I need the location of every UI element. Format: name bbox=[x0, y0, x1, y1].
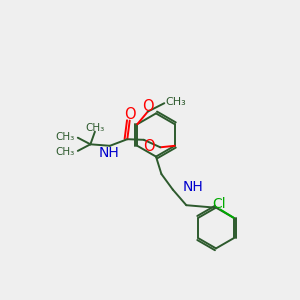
Text: CH₃: CH₃ bbox=[85, 123, 104, 133]
Text: NH: NH bbox=[183, 180, 204, 194]
Text: O: O bbox=[124, 107, 136, 122]
Text: Cl: Cl bbox=[212, 197, 226, 211]
Text: NH: NH bbox=[99, 146, 120, 160]
Text: CH₃: CH₃ bbox=[55, 132, 74, 142]
Text: CH₃: CH₃ bbox=[55, 146, 74, 157]
Text: CH₃: CH₃ bbox=[165, 97, 186, 107]
Text: O: O bbox=[143, 139, 154, 154]
Text: O: O bbox=[142, 99, 154, 114]
